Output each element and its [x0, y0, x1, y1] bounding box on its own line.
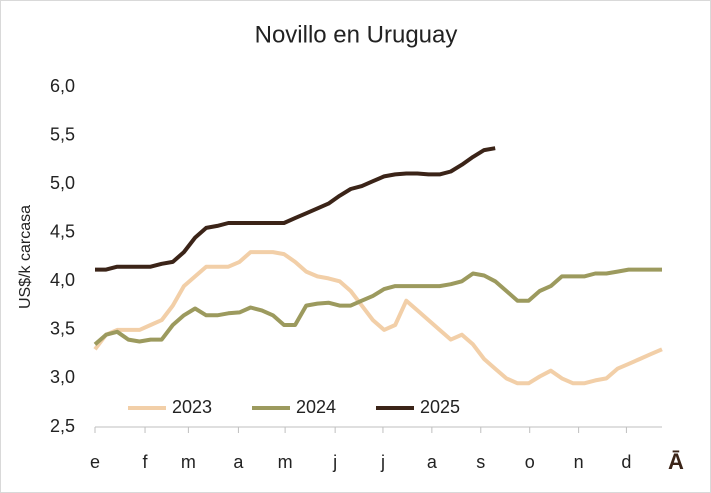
x-tick-label: a — [233, 452, 244, 472]
y-axis-label: US$/k carcasa — [17, 205, 34, 309]
x-tick-label: j — [380, 452, 385, 472]
x-tick-label: a — [427, 452, 438, 472]
x-tick-label: m — [278, 452, 293, 472]
y-tick-label: 5,0 — [50, 173, 75, 193]
x-tick-label: m — [181, 452, 196, 472]
legend-label: 2023 — [172, 397, 212, 417]
x-axis-label: Ā — [668, 449, 684, 474]
y-tick-label: 5,5 — [50, 124, 75, 144]
legend-label: 2024 — [296, 397, 336, 417]
y-tick-label: 3,0 — [50, 367, 75, 387]
x-tick-label: j — [332, 452, 337, 472]
x-tick-label: n — [574, 452, 584, 472]
x-tick-label: s — [476, 452, 485, 472]
y-tick-label: 4,5 — [50, 221, 75, 241]
series-line — [95, 146, 496, 272]
x-tick-label: e — [90, 452, 100, 472]
chart-title: Novillo en Uruguay — [255, 21, 458, 48]
y-tick-label: 4,0 — [50, 270, 75, 290]
series-line — [93, 267, 662, 346]
series-line — [93, 250, 663, 386]
y-tick-label: 2,5 — [50, 416, 75, 436]
y-tick-label: 3,5 — [50, 319, 75, 339]
x-tick-label: d — [621, 452, 631, 472]
y-tick-label: 6,0 — [50, 76, 75, 96]
x-tick-label: o — [525, 452, 535, 472]
x-tick-label: f — [143, 452, 149, 472]
legend-label: 2025 — [420, 397, 460, 417]
